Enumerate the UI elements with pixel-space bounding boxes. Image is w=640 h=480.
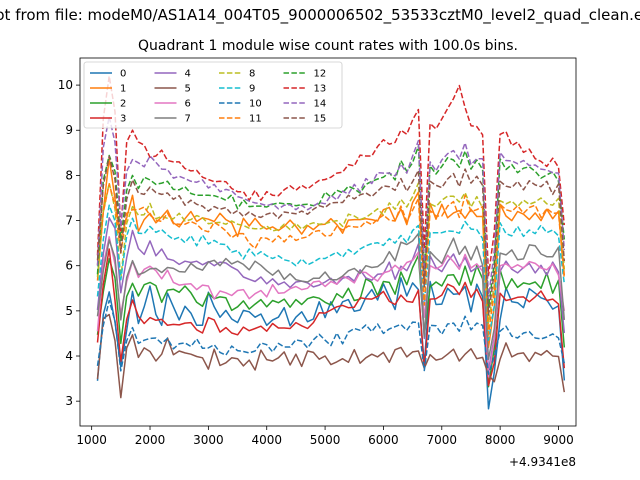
figure-suptitle: Plot from file: modeM0/AS1A14_004T05_900…: [0, 6, 640, 25]
legend-label-2: 2: [120, 99, 126, 110]
y-tick-label: 4: [65, 349, 73, 363]
series-line-9: [96, 204, 566, 341]
y-tick-label: 7: [65, 214, 73, 228]
x-tick-label: 2000: [135, 433, 166, 447]
legend-label-6: 6: [185, 99, 191, 110]
series-line-14: [96, 115, 566, 300]
x-tick-label: 7000: [427, 433, 458, 447]
series-line-5: [96, 313, 566, 399]
series-line-13: [96, 75, 566, 277]
series-line-10: [96, 299, 566, 375]
y-tick-label: 3: [65, 394, 73, 408]
legend-label-7: 7: [185, 114, 191, 125]
series-line-7: [96, 232, 566, 360]
x-offset-label: +4.9341e8: [509, 455, 576, 469]
legend-label-12: 12: [314, 69, 327, 80]
legend-label-0: 0: [120, 69, 126, 80]
y-tick-label: 9: [65, 123, 73, 137]
x-tick-label: 6000: [368, 433, 399, 447]
series-line-15: [96, 155, 566, 316]
legend-frame: [83, 61, 343, 129]
y-tick-label: 5: [65, 304, 73, 318]
x-tick-label: 3000: [193, 433, 224, 447]
x-tick-label: 1000: [76, 433, 107, 447]
x-tick-label: 4000: [251, 433, 282, 447]
axes-layer: 1000 2000 3000 4000 5000 6000 7000 8000 9000 3 4 5 6…: [58, 78, 574, 447]
series-line-0: [96, 277, 566, 410]
legend-label-13: 13: [314, 84, 327, 95]
legend-label-15: 15: [314, 114, 327, 125]
chart-title: Quadrant 1 module wise count rates with …: [138, 38, 518, 54]
legend-label-8: 8: [249, 69, 255, 80]
legend-label-10: 10: [249, 99, 262, 110]
x-tick-label: 9000: [543, 433, 574, 447]
legend-label-5: 5: [185, 84, 191, 95]
x-tick-label: 8000: [485, 433, 516, 447]
y-tick-label: 8: [65, 168, 73, 182]
series-line-6: [96, 236, 566, 378]
series-layer: [96, 75, 566, 410]
legend-label-1: 1: [120, 84, 126, 95]
y-tick-label: 10: [58, 78, 73, 92]
legend-label-14: 14: [314, 99, 327, 110]
plot-frame: [79, 57, 577, 427]
legend-label-9: 9: [249, 84, 255, 95]
x-tick-label: 5000: [310, 433, 341, 447]
legend-label-3: 3: [120, 114, 126, 125]
legend-label-11: 11: [249, 114, 262, 125]
legend-label-4: 4: [185, 69, 191, 80]
series-line-11: [96, 183, 566, 336]
y-tick-label: 6: [65, 259, 73, 273]
